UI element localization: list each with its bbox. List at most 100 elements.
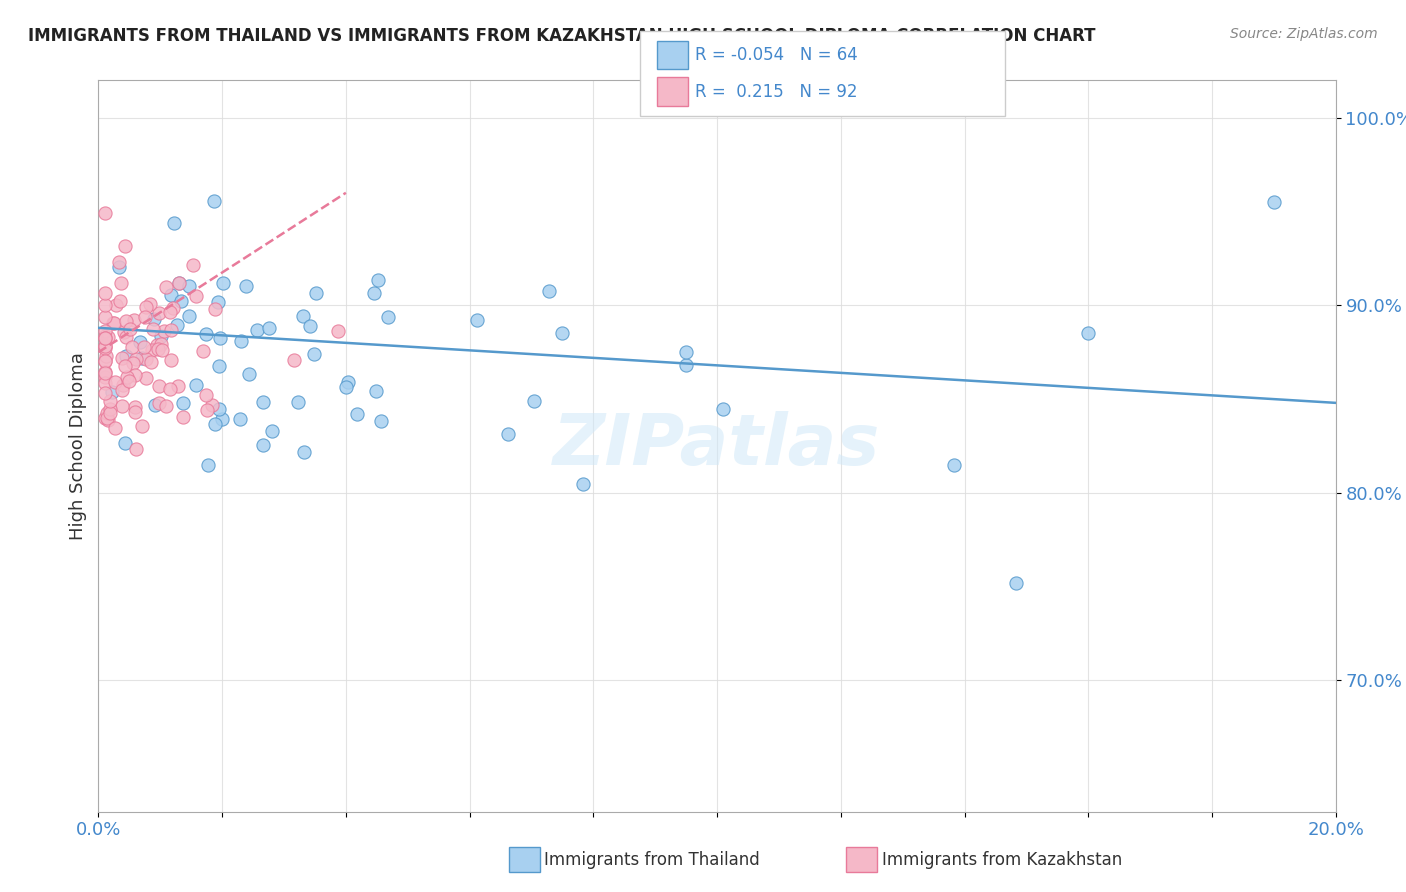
Point — [204, 417, 226, 431]
Point — [122, 313, 145, 327]
Point — [377, 310, 399, 324]
Point — [159, 323, 181, 337]
Point — [159, 305, 181, 319]
Point — [125, 442, 148, 456]
Point — [114, 436, 136, 450]
Point — [110, 294, 132, 309]
Point — [93, 339, 115, 353]
Point — [131, 351, 153, 365]
Point — [246, 323, 269, 337]
Point — [195, 387, 218, 401]
Point — [184, 288, 207, 302]
Point — [110, 277, 132, 291]
Point — [96, 410, 118, 425]
Point — [134, 340, 156, 354]
Point — [283, 352, 305, 367]
Point — [115, 350, 138, 364]
Point — [229, 411, 252, 425]
Point — [115, 314, 138, 328]
Point — [257, 320, 280, 334]
Text: Immigrants from Thailand: Immigrants from Thailand — [544, 851, 759, 869]
Point — [292, 445, 315, 459]
Point — [134, 310, 156, 324]
Point — [98, 394, 121, 409]
Point — [204, 301, 226, 316]
Point — [125, 352, 148, 367]
Point — [207, 359, 229, 374]
Point — [212, 276, 235, 290]
Point — [170, 294, 193, 309]
Point — [115, 370, 138, 384]
Point — [93, 353, 115, 368]
Point — [179, 310, 201, 324]
Point — [93, 385, 115, 400]
Point — [523, 393, 546, 408]
Point — [195, 327, 218, 342]
Text: R = -0.054   N = 64: R = -0.054 N = 64 — [695, 46, 858, 64]
Point — [96, 406, 118, 420]
Point — [207, 294, 229, 309]
Point — [135, 352, 157, 367]
Point — [112, 325, 135, 339]
Point — [108, 260, 131, 274]
Point — [166, 378, 188, 392]
Point — [93, 324, 115, 338]
Point — [129, 334, 152, 349]
Point — [160, 353, 183, 368]
Point — [367, 273, 389, 287]
Point — [108, 255, 131, 269]
Point — [142, 321, 165, 335]
Point — [93, 206, 115, 220]
Point — [114, 239, 136, 253]
Point — [201, 398, 224, 412]
Point — [197, 458, 219, 473]
Point — [93, 331, 115, 345]
Point — [131, 419, 153, 434]
Point — [148, 305, 170, 319]
Point — [96, 349, 118, 363]
Point — [117, 374, 139, 388]
Text: ZIPatlas: ZIPatlas — [554, 411, 880, 481]
Point — [238, 367, 260, 381]
Point — [98, 402, 121, 417]
Point — [711, 401, 734, 416]
Point — [146, 342, 169, 356]
Point — [370, 414, 392, 428]
Point — [100, 384, 122, 399]
Point — [93, 376, 115, 391]
Text: R =  0.215   N = 92: R = 0.215 N = 92 — [695, 83, 858, 101]
Point — [93, 354, 115, 368]
Point — [135, 300, 157, 314]
Point — [146, 338, 169, 352]
Point — [675, 359, 697, 373]
Point — [114, 359, 136, 373]
Text: IMMIGRANTS FROM THAILAND VS IMMIGRANTS FROM KAZAKHSTAN HIGH SCHOOL DIPLOMA CORRE: IMMIGRANTS FROM THAILAND VS IMMIGRANTS F… — [28, 27, 1095, 45]
Point — [169, 276, 191, 290]
Point — [363, 286, 385, 301]
Point — [204, 194, 226, 208]
Y-axis label: High School Diploma: High School Diploma — [69, 352, 87, 540]
Point — [191, 344, 214, 359]
Point — [304, 347, 326, 361]
Point — [124, 368, 146, 383]
Point — [150, 337, 173, 351]
Point — [120, 321, 142, 335]
Point — [121, 340, 143, 354]
Point — [195, 403, 218, 417]
Point — [162, 301, 184, 315]
Point — [105, 298, 128, 312]
Point — [211, 412, 233, 426]
Point — [139, 355, 162, 369]
Point — [172, 396, 194, 410]
Point — [94, 365, 117, 379]
Point — [252, 438, 274, 452]
Point — [97, 330, 120, 344]
Point — [93, 331, 115, 345]
Point — [93, 339, 115, 353]
Point — [172, 409, 194, 424]
Point — [1005, 575, 1028, 590]
Point — [260, 424, 283, 438]
Point — [235, 278, 257, 293]
Point — [287, 395, 309, 409]
Point — [1263, 195, 1285, 210]
